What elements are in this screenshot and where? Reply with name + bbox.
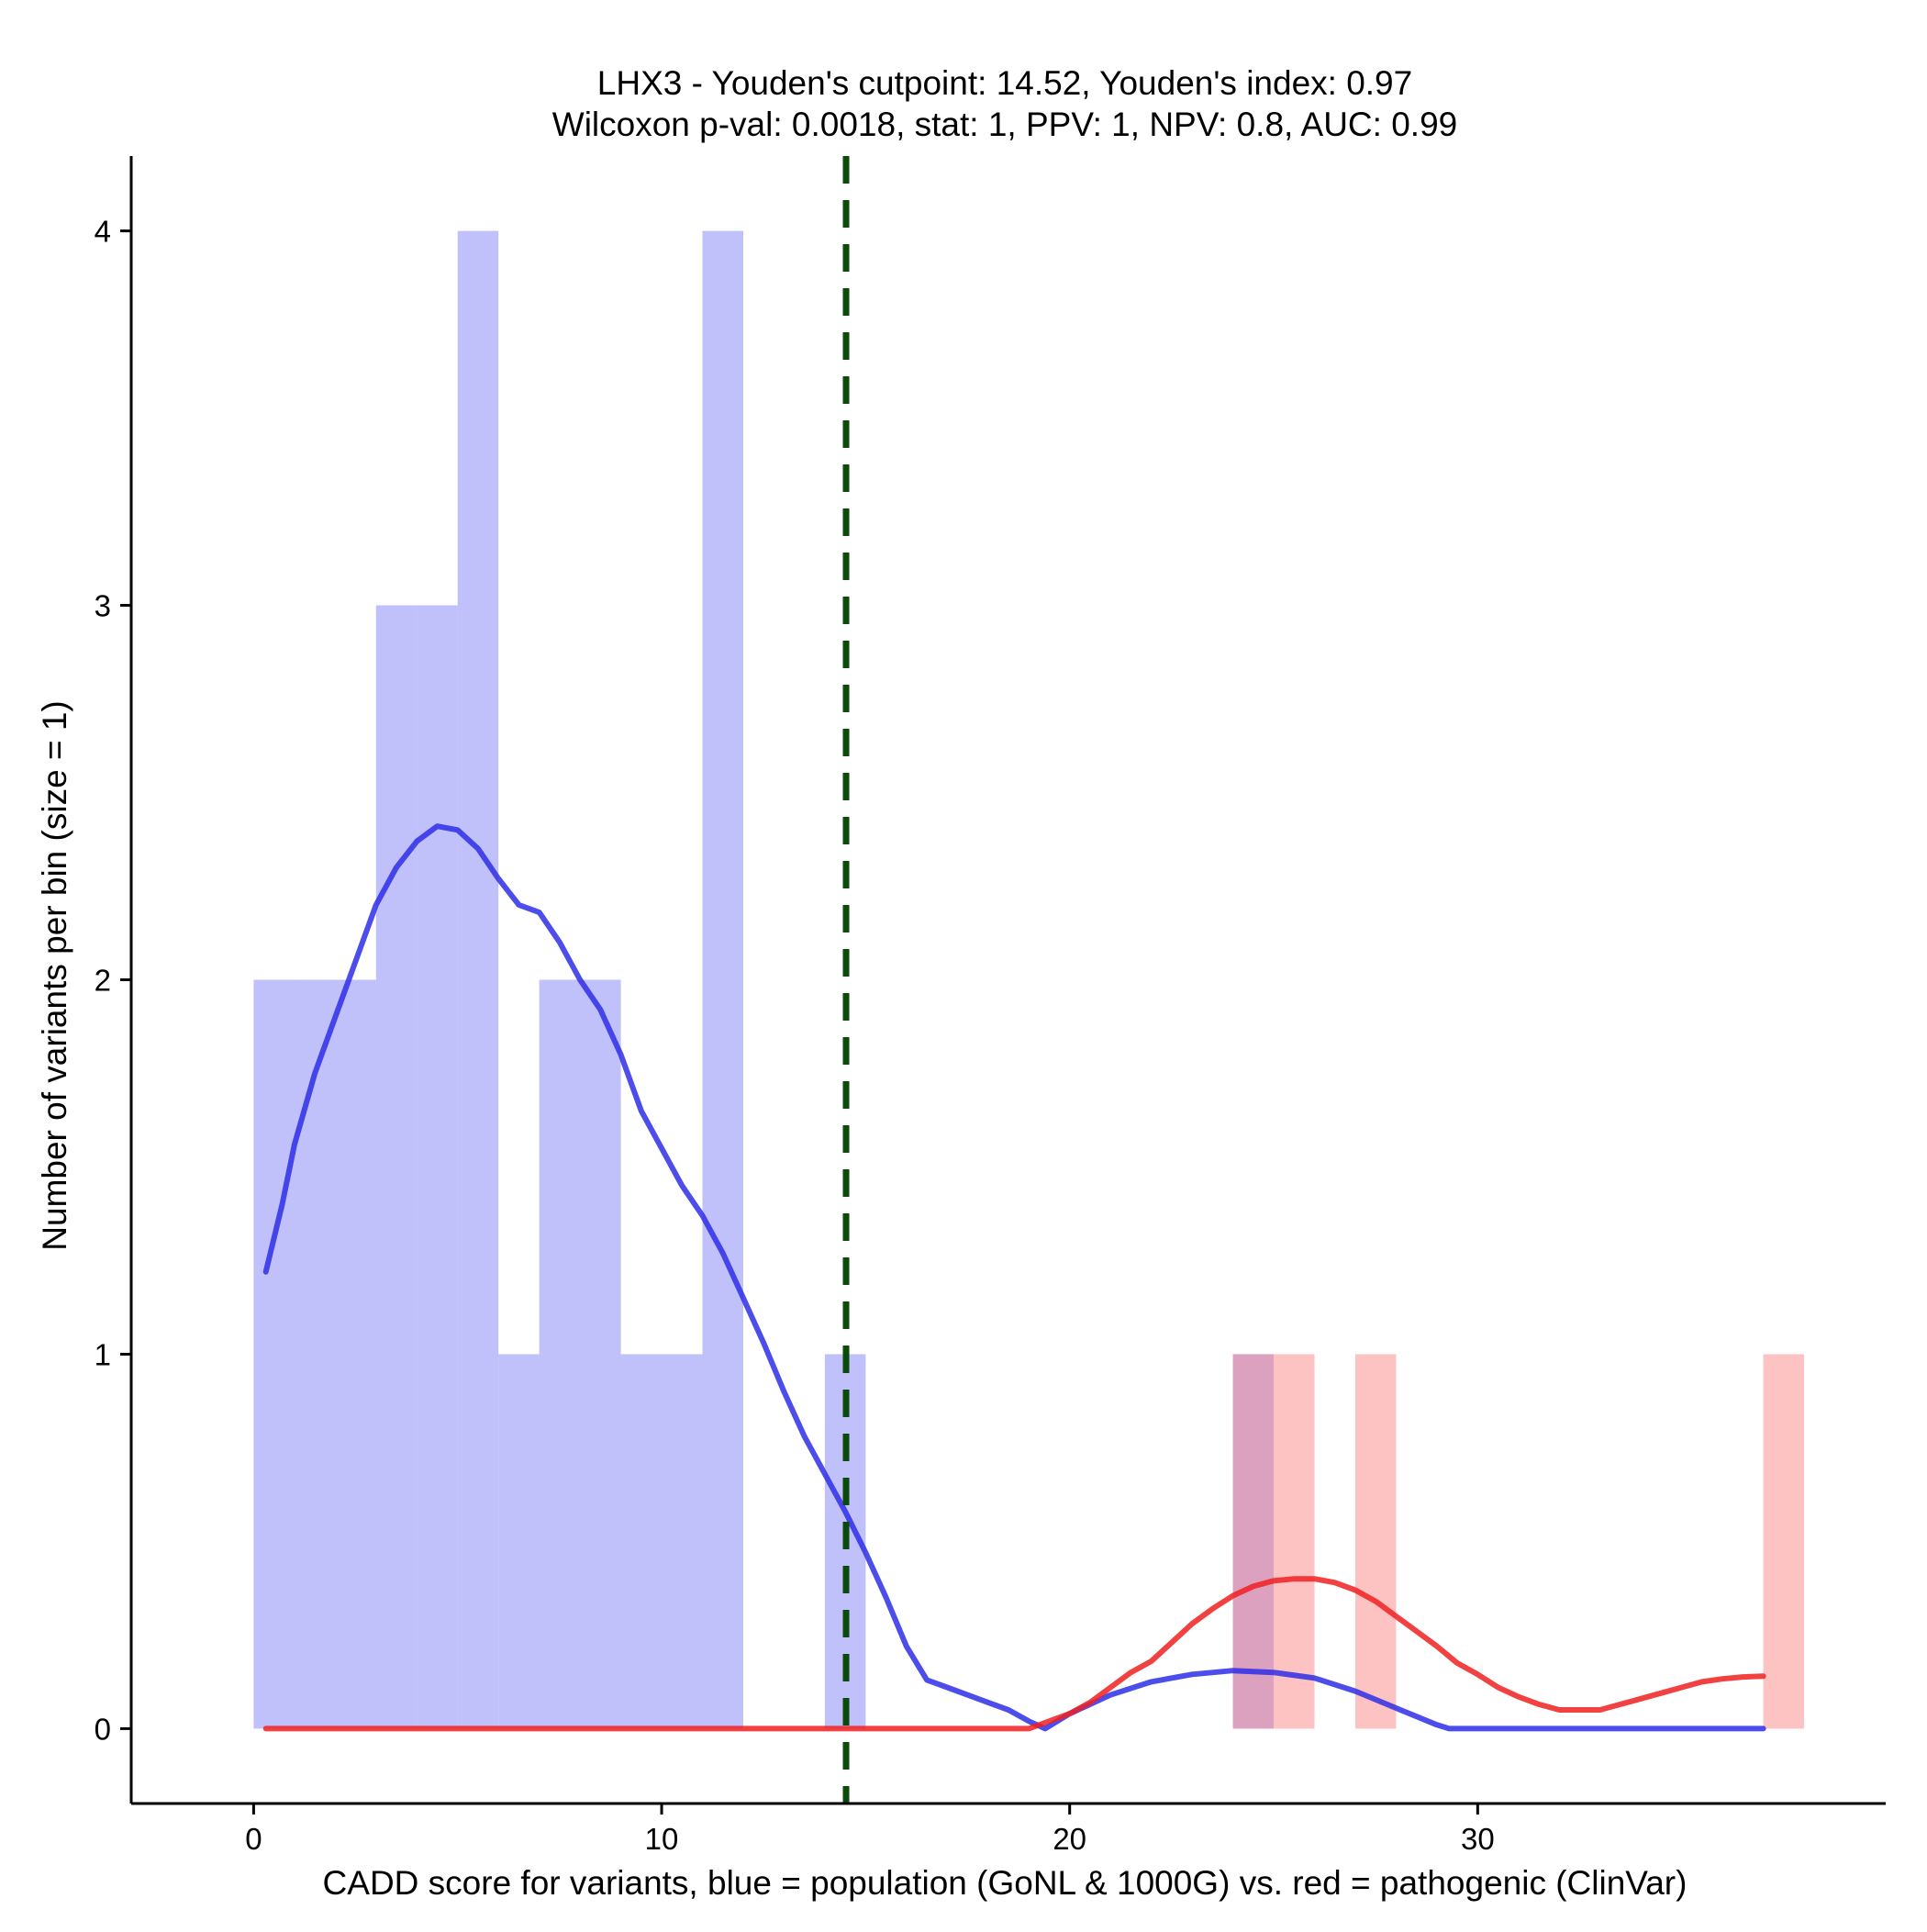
chart-subtitle: Wilcoxon p-val: 0.0018, stat: 1, PPV: 1,… (552, 106, 1457, 143)
population-bar-1 (294, 979, 336, 1729)
pathogenic-bar-25 (1274, 1354, 1315, 1729)
y-tick-label-0: 0 (95, 1712, 111, 1746)
chart-title: LHX3 - Youden's cutpoint: 14.52, Youden'… (597, 64, 1412, 102)
axes: 0 1 2 3 4 0 10 20 30 (95, 156, 1886, 1856)
x-tick-label-20: 20 (1053, 1822, 1086, 1856)
pathogenic-bar-37 (1763, 1354, 1805, 1729)
population-bar-8 (580, 979, 621, 1729)
population-bar-11 (702, 230, 743, 1729)
x-axis-title: CADD score for variants, blue = populati… (323, 1864, 1688, 1902)
y-tick-label-3: 3 (95, 589, 111, 623)
population-density-curve (262, 823, 1766, 1732)
population-bar-0 (253, 979, 295, 1729)
population-bar-6 (498, 1354, 540, 1729)
density-curves (262, 823, 1766, 1732)
pathogenic-bar-24 (1232, 1354, 1275, 1729)
y-axis-title: Number of variants per bin (size = 1) (36, 700, 73, 1250)
population-bar-2 (335, 979, 376, 1729)
population-bar-24 (1232, 1354, 1275, 1729)
x-tick-label-0: 0 (245, 1822, 262, 1856)
population-bar-9 (620, 1354, 663, 1729)
pathogenic-bar-27 (1354, 1354, 1397, 1729)
y-tick-label-2: 2 (95, 964, 111, 998)
population-bar-4 (417, 605, 458, 1729)
x-tick-label-10: 10 (645, 1822, 679, 1856)
y-tick-label-4: 4 (95, 215, 111, 249)
population-bar-3 (375, 605, 418, 1729)
population-bar-5 (457, 230, 499, 1729)
population-bar-7 (539, 979, 581, 1729)
y-tick-label-1: 1 (95, 1337, 111, 1371)
pathogenic-density-curve (262, 1576, 1766, 1732)
histogram-bars (253, 230, 1805, 1729)
x-tick-label-30: 30 (1461, 1822, 1495, 1856)
population-bar-10 (662, 1354, 703, 1729)
